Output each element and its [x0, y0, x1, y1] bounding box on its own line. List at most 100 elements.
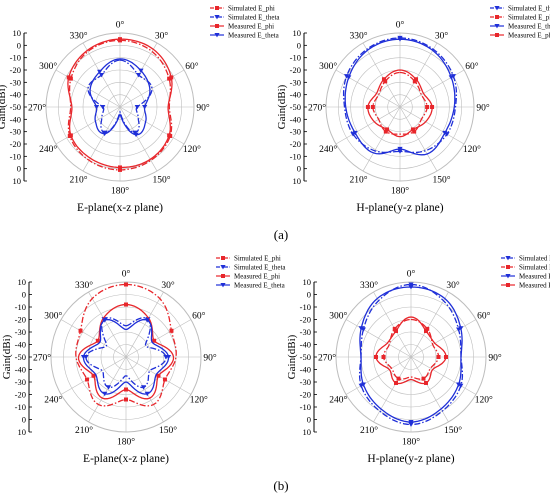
angle-label: 30°	[155, 31, 169, 42]
gain-tick-label: -20	[290, 139, 301, 149]
data-point	[456, 382, 462, 387]
grid-spoke	[82, 106, 121, 172]
gain-tick-label: -30	[290, 77, 301, 87]
angle-label: 120°	[463, 144, 481, 155]
data-point	[97, 69, 103, 75]
data-point	[397, 149, 403, 154]
angle-label: 90°	[203, 353, 217, 364]
data-point	[424, 380, 428, 385]
angle-label: 180°	[111, 186, 129, 197]
angle-label: 270°	[318, 353, 336, 364]
y-axis-label: Gain(dBi)	[1, 334, 13, 379]
angle-label: 60°	[465, 61, 479, 72]
gain-tick-label: -30	[290, 127, 301, 137]
data-point	[394, 329, 398, 334]
data-point	[450, 74, 457, 79]
data-point	[144, 391, 150, 397]
data-point	[105, 385, 112, 390]
data-point	[98, 72, 105, 78]
gain-tick-label: -30	[10, 77, 21, 87]
gain-tick-label: -20	[300, 315, 311, 325]
gain-tick-label: -30	[10, 127, 21, 137]
data-point	[370, 105, 375, 109]
data-point	[458, 326, 464, 331]
data-point	[167, 133, 172, 138]
gain-tick-label: -20	[15, 390, 26, 400]
data-point	[85, 377, 90, 382]
grid-spoke	[125, 356, 164, 423]
angle-label: 30°	[435, 31, 449, 42]
gain-tick-label: -50	[10, 102, 21, 112]
angle-label: 150°	[159, 425, 177, 436]
x-axis-label: E-plane(x-z plane)	[77, 202, 163, 214]
legend-label: Simulated E_theta	[519, 255, 550, 263]
angle-label: 240°	[39, 144, 57, 155]
data-point	[383, 79, 388, 84]
legend-label: Measured E_phi	[508, 32, 550, 40]
grid-spoke	[362, 42, 401, 108]
angle-label: 330°	[69, 31, 87, 42]
angle-label: 60°	[185, 61, 199, 72]
legend-marker	[221, 274, 225, 278]
legend-label: Simulated E_phi	[228, 5, 275, 13]
angle-label: 90°	[476, 103, 490, 114]
data-point	[374, 355, 378, 359]
grid-spoke	[55, 69, 121, 108]
data-point	[118, 167, 122, 172]
angle-label: 120°	[190, 395, 208, 406]
legend-marker	[494, 24, 500, 29]
angle-label: 0°	[116, 20, 125, 31]
data-point	[397, 146, 403, 152]
data-point	[412, 79, 417, 84]
legend-marker	[214, 15, 220, 20]
legend-label: Measured E_theta	[228, 32, 280, 40]
angle-label: 240°	[44, 395, 62, 406]
gain-tick-label: -10	[300, 402, 311, 412]
data-point	[396, 376, 401, 381]
angle-label: 180°	[391, 186, 409, 197]
data-point	[152, 338, 157, 343]
grid-spoke	[125, 319, 192, 358]
data-point	[162, 377, 167, 382]
gain-tick-label: 0	[307, 290, 311, 300]
polar-chart-4: 0° 30° 60° 90° 120° 150° 180° 210° 240° 270° 300° 3…	[286, 255, 550, 466]
data-point	[133, 132, 139, 138]
gain-tick-label: -10	[15, 402, 26, 412]
gain-tick-label: -50	[300, 352, 311, 362]
series-line-4	[367, 69, 433, 138]
data-point	[392, 326, 397, 331]
legend-marker	[221, 256, 225, 260]
data-point	[169, 75, 174, 80]
series-line-2	[372, 71, 428, 135]
gain-tick-label: -30	[15, 327, 26, 337]
data-point	[95, 338, 100, 343]
angle-label: 0°	[407, 269, 416, 280]
legend-label: Simulated E_phi	[519, 264, 550, 272]
data-point	[100, 105, 106, 110]
angle-label: 330°	[75, 280, 93, 291]
legend-marker	[215, 6, 219, 10]
data-point	[414, 77, 419, 82]
data-point	[169, 328, 174, 333]
legend-label: Simulated E_theta	[228, 14, 280, 22]
gain-tick-label: -20	[300, 390, 311, 400]
data-point	[397, 37, 403, 42]
gain-tick-label: -20	[10, 139, 21, 149]
gain-tick-label: 0	[297, 40, 301, 50]
legend-marker	[506, 283, 510, 287]
gain-tick-label: -40	[15, 340, 26, 350]
data-point	[101, 131, 108, 137]
data-point	[91, 373, 96, 378]
data-point	[124, 397, 128, 402]
gain-tick-label: -40	[300, 365, 311, 375]
gain-tick-label: 0	[22, 415, 26, 425]
gain-tick-label: -30	[300, 377, 311, 387]
angle-label: 60°	[477, 311, 491, 322]
gain-tick-label: -10	[290, 151, 301, 161]
y-axis-label: Gain(dBi)	[286, 334, 298, 379]
data-point	[78, 328, 83, 333]
data-point	[134, 105, 140, 110]
gain-tick-label: -50	[15, 352, 26, 362]
data-point	[93, 105, 100, 110]
grid-spoke	[345, 356, 412, 395]
